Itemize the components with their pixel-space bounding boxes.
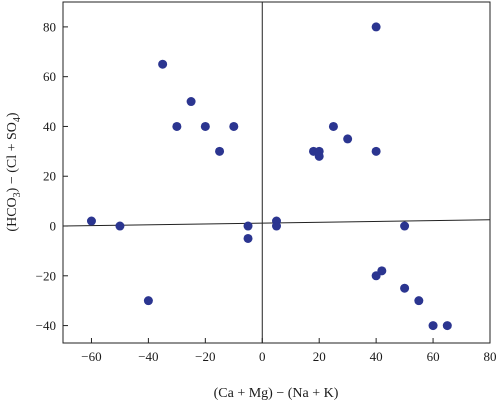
data-point (371, 146, 381, 156)
y-axis-title: (HCO3) − (Cl + SO4) (5, 112, 23, 231)
data-point (400, 221, 410, 231)
x-tick-label: 60 (427, 349, 440, 364)
data-point (442, 321, 452, 331)
plot-frame (62, 1, 491, 344)
reference-lines (62, 2, 491, 343)
data-point (314, 151, 324, 161)
data-point (428, 321, 438, 331)
data-point (229, 121, 239, 131)
y-tick-label: 0 (50, 219, 57, 234)
x-tick-label: −20 (195, 349, 215, 364)
data-points (86, 22, 452, 331)
data-point (158, 59, 168, 69)
x-axis-title: (Ca + Mg) − (Na + K) (214, 386, 339, 401)
data-point (143, 296, 153, 306)
x-tick-label: 80 (484, 349, 497, 364)
y-tick-label: 40 (43, 119, 56, 134)
x-tick-label: −60 (81, 349, 101, 364)
data-point (86, 216, 96, 226)
data-point (414, 296, 424, 306)
y-tick-label: −20 (36, 268, 56, 283)
data-point (328, 121, 338, 131)
data-point (215, 146, 225, 156)
data-point (172, 121, 182, 131)
data-point (377, 266, 387, 276)
x-tick-label: 20 (313, 349, 326, 364)
data-point (243, 221, 253, 231)
data-point (115, 221, 125, 231)
axis-ticks: −60 −40 −20 0 20 40 60 80 −40 −20 0 20 40 60 80 (36, 19, 497, 364)
data-point (200, 121, 210, 131)
data-point (243, 233, 253, 243)
y-tick-label: −40 (36, 318, 56, 333)
data-point (343, 134, 353, 144)
y-tick-label: 80 (43, 19, 56, 34)
data-point (371, 22, 381, 32)
data-point (186, 97, 196, 107)
y-tick-label: 20 (43, 169, 56, 184)
x-tick-label: 0 (259, 349, 266, 364)
data-point (400, 283, 410, 293)
y-tick-label: 60 (43, 69, 56, 84)
data-point (272, 221, 281, 231)
x-tick-label: −40 (138, 349, 158, 364)
x-tick-label: 40 (370, 349, 383, 364)
